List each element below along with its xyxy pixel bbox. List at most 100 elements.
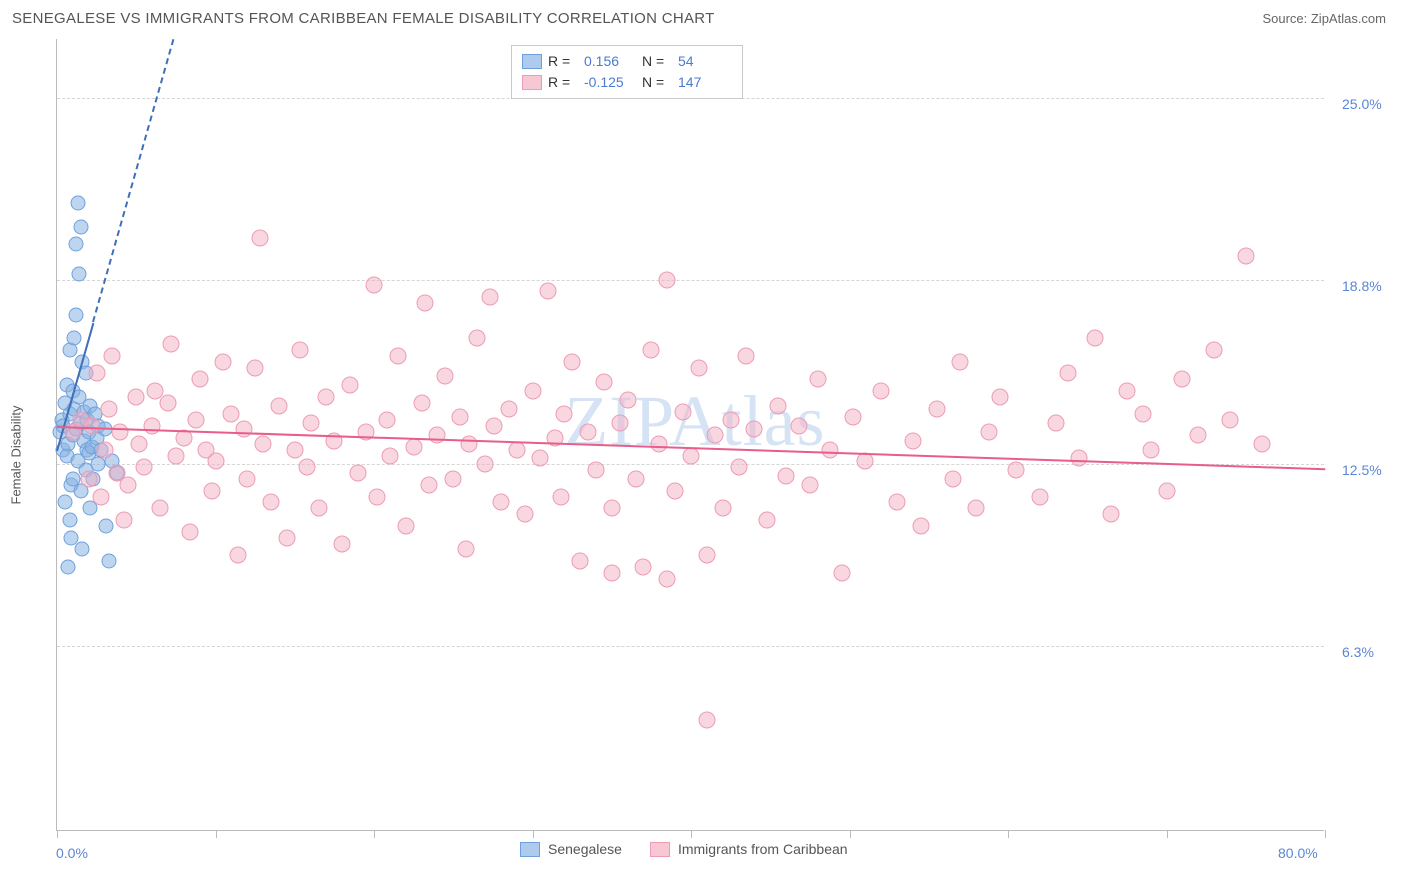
n-label: N = [642,51,672,72]
data-point [822,441,839,458]
y-tick-label: 18.8% [1342,278,1382,294]
data-point [1103,506,1120,523]
x-tick [216,830,217,838]
data-point [683,447,700,464]
data-point [131,435,148,452]
data-point [136,459,153,476]
data-point [1087,330,1104,347]
data-point [65,428,80,443]
data-point [302,415,319,432]
data-point [553,488,570,505]
data-point [381,447,398,464]
data-point [980,424,997,441]
data-point [698,711,715,728]
data-point [93,488,110,505]
r-label: R = [548,72,578,93]
data-point [147,383,164,400]
data-point [73,219,88,234]
data-point [1237,248,1254,265]
data-point [105,454,120,469]
data-point [73,483,88,498]
r-value: 0.156 [584,51,636,72]
legend-label: Senegalese [548,841,622,857]
data-point [215,353,232,370]
data-point [152,500,169,517]
legend-swatch [650,842,670,857]
data-point [524,383,541,400]
data-point [89,430,104,445]
data-point [451,409,468,426]
data-point [461,435,478,452]
data-point [928,400,945,417]
data-point [57,495,72,510]
data-point [690,359,707,376]
data-point [81,445,96,460]
data-point [70,454,85,469]
data-point [88,407,103,422]
data-point [1253,435,1270,452]
data-point [59,448,74,463]
data-point [64,530,79,545]
data-point [80,413,95,428]
legend-stats: R =0.156N =54R =-0.125N =147 [511,45,743,99]
n-label: N = [642,72,672,93]
gridline [57,646,1324,647]
legend-item: Immigrants from Caribbean [650,841,848,857]
data-point [619,391,636,408]
data-point [1158,482,1175,499]
x-tick [374,830,375,838]
data-point [572,553,589,570]
data-point [968,500,985,517]
data-point [101,400,118,417]
data-point [350,465,367,482]
data-point [342,377,359,394]
data-point [67,331,82,346]
data-point [508,441,525,458]
data-point [109,465,126,482]
data-point [667,482,684,499]
x-tick [1325,830,1326,838]
data-point [445,471,462,488]
data-point [102,554,117,569]
data-point [722,412,739,429]
data-point [64,477,79,492]
data-point [651,435,668,452]
data-point [759,512,776,529]
data-point [88,365,105,382]
data-point [556,406,573,423]
data-point [1047,415,1064,432]
data-point [378,412,395,429]
data-point [603,500,620,517]
data-point [1118,383,1135,400]
data-point [429,427,446,444]
data-point [80,442,95,457]
x-tick [1008,830,1009,838]
r-label: R = [548,51,578,72]
data-point [310,500,327,517]
data-point [778,468,795,485]
data-point [128,388,145,405]
data-point [115,512,132,529]
data-point [120,476,137,493]
data-point [659,570,676,587]
data-point [706,427,723,444]
source-attribution: Source: ZipAtlas.com [1262,11,1386,26]
data-point [62,513,77,528]
data-point [99,518,114,533]
data-point [291,341,308,358]
data-point [65,472,80,487]
x-tick [850,830,851,838]
x-tick [533,830,534,838]
data-point [112,424,129,441]
data-point [738,347,755,364]
data-point [675,403,692,420]
legend-swatch [520,842,540,857]
data-point [579,424,596,441]
data-point [207,453,224,470]
data-point [159,394,176,411]
data-point [809,371,826,388]
data-point [500,400,517,417]
data-point [944,471,961,488]
data-point [952,353,969,370]
data-point [730,459,747,476]
